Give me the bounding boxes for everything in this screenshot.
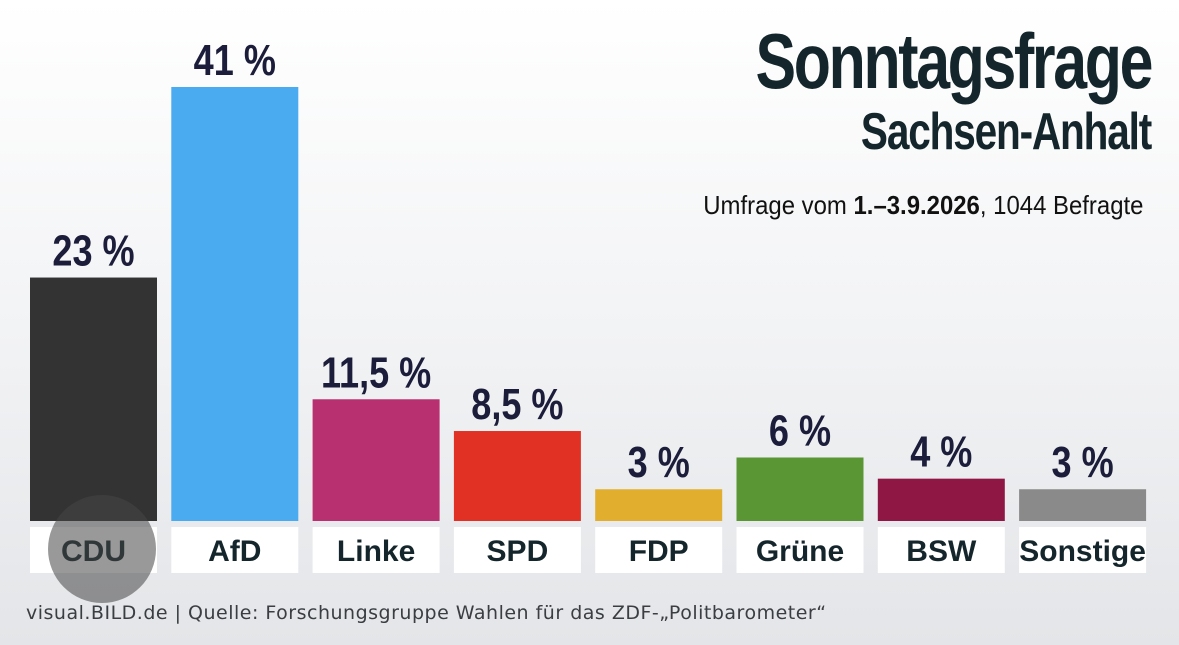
value-label-cdu: 23 % — [52, 226, 134, 275]
survey-info: Umfrage vom 1.–3.9.2026, 1044 Befragte — [703, 190, 1143, 221]
value-label-spd: 8,5 % — [471, 380, 563, 429]
value-label-afd: 41 % — [194, 36, 276, 85]
category-labels-group: CDUAfDLinkeSPDFDPGrüneBSWSonstige — [30, 527, 1147, 573]
category-box-linke — [312, 527, 440, 573]
category-box-grüne — [736, 527, 864, 573]
value-labels-group: 23 % 41 % 11,5 % 8,5 % 3 % 6 % 4 % 3 % — [52, 36, 1113, 487]
bar-spd — [453, 431, 581, 521]
bar-cdu — [30, 277, 157, 521]
bar-grüne — [736, 457, 864, 521]
category-label-afd: AfD — [208, 535, 261, 568]
bar-bsw — [877, 478, 1005, 521]
bar-fdp — [595, 489, 723, 521]
chart-title: Sonntagsfrage — [755, 17, 1153, 105]
category-label-fdp: FDP — [629, 535, 689, 568]
bars-group — [30, 87, 1147, 521]
category-box-spd — [453, 527, 581, 573]
value-label-sonstige: 3 % — [1052, 438, 1114, 487]
source-footer: visual.BILD.de | Quelle: Forschungsgrupp… — [26, 602, 827, 624]
category-box-sonstige — [1019, 527, 1147, 573]
category-label-spd: SPD — [487, 535, 549, 568]
bar-linke — [312, 399, 440, 521]
category-box-bsw — [877, 527, 1005, 573]
category-label-bsw: BSW — [906, 535, 977, 568]
value-label-fdp: 3 % — [628, 438, 690, 487]
value-label-bsw: 4 % — [910, 427, 972, 476]
category-label-sonstige: Sonstige — [1019, 535, 1146, 568]
bar-afd — [171, 87, 299, 521]
survey-prefix: Umfrage vom — [702, 190, 847, 220]
lens-overlay-icon[interactable] — [48, 495, 156, 603]
survey-dates: 1.–3.9.2026 — [853, 190, 980, 220]
survey-suffix: , 1044 Befragte — [979, 190, 1143, 220]
category-box-afd — [171, 527, 299, 573]
value-label-grüne: 6 % — [769, 406, 831, 455]
bar-sonstige — [1019, 489, 1147, 521]
category-label-grüne: Grüne — [756, 535, 844, 568]
category-label-linke: Linke — [337, 535, 415, 568]
category-box-fdp — [595, 527, 723, 573]
chart-subtitle: Sachsen-Anhalt — [860, 103, 1152, 161]
title-block: Sonntagsfrage Sachsen-Anhalt — [644, 17, 1153, 161]
value-label-linke: 11,5 % — [321, 348, 431, 397]
